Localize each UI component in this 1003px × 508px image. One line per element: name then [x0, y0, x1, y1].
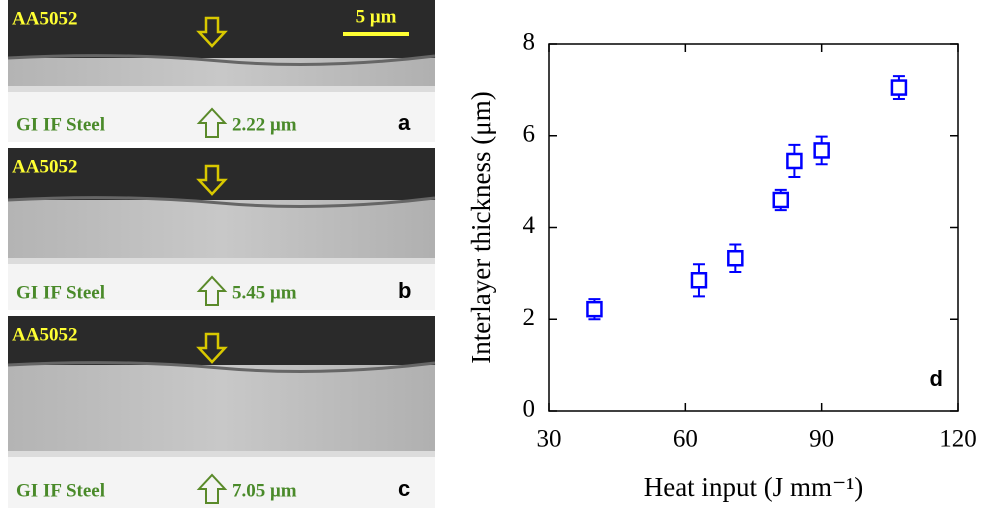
data-point: [813, 142, 830, 159]
y-tick-label: 8: [523, 29, 536, 56]
thickness-label: 7.05 μm: [232, 480, 297, 501]
y-tick-label: 0: [523, 396, 536, 423]
data-point: [890, 79, 908, 96]
y-tick-label: 4: [523, 212, 536, 239]
steel-edge: [8, 258, 435, 264]
interface-edge: [7, 361, 436, 374]
data-point: [786, 152, 803, 170]
interface-edge: [7, 54, 436, 67]
thickness-label: 2.22 μm: [232, 114, 297, 135]
y-tick-label: 6: [523, 120, 536, 147]
data-point: [772, 191, 790, 209]
data-point: [690, 272, 708, 289]
x-axis-label: Heat input (J mm⁻¹): [644, 472, 864, 502]
down-arrow: [196, 164, 228, 196]
x-tick-label: 30: [537, 426, 562, 453]
interlayer-region: [8, 200, 435, 262]
down-arrow: [196, 16, 228, 48]
panel-letter: a: [398, 110, 411, 135]
interface-edge: [7, 196, 436, 209]
panel-letter: d: [930, 366, 943, 391]
bottom-label: GI IF Steel: [16, 282, 105, 303]
steel-edge: [8, 451, 435, 457]
y-tick-label: 2: [523, 304, 536, 331]
aluminium-region: [8, 0, 435, 58]
bottom-label: GI IF Steel: [16, 480, 105, 501]
down-arrow: [196, 332, 228, 364]
x-tick-label: 120: [939, 426, 977, 453]
aluminium-region: [8, 148, 435, 200]
top-label: AA5052: [12, 156, 77, 177]
panel-letter: b: [398, 278, 411, 303]
top-label: AA5052: [12, 324, 77, 345]
thickness-label: 5.45 μm: [232, 282, 297, 303]
steel-edge: [8, 86, 435, 92]
y-axis-label: Interlayer thickness (μm): [466, 91, 496, 363]
scale-bar-label: 5 μm: [356, 6, 397, 27]
bottom-label: GI IF Steel: [16, 114, 105, 135]
scale-bar: [343, 32, 409, 36]
x-tick-label: 90: [809, 426, 834, 453]
interlayer-region: [8, 365, 435, 455]
up-arrow: [196, 275, 228, 306]
x-tick-label: 60: [673, 426, 698, 453]
aluminium-region: [8, 316, 435, 365]
data-point: [727, 249, 744, 267]
up-arrow: [196, 107, 228, 138]
up-arrow: [196, 473, 228, 504]
panel-letter: c: [398, 476, 410, 501]
top-label: AA5052: [12, 8, 77, 29]
data-point: [586, 300, 603, 318]
